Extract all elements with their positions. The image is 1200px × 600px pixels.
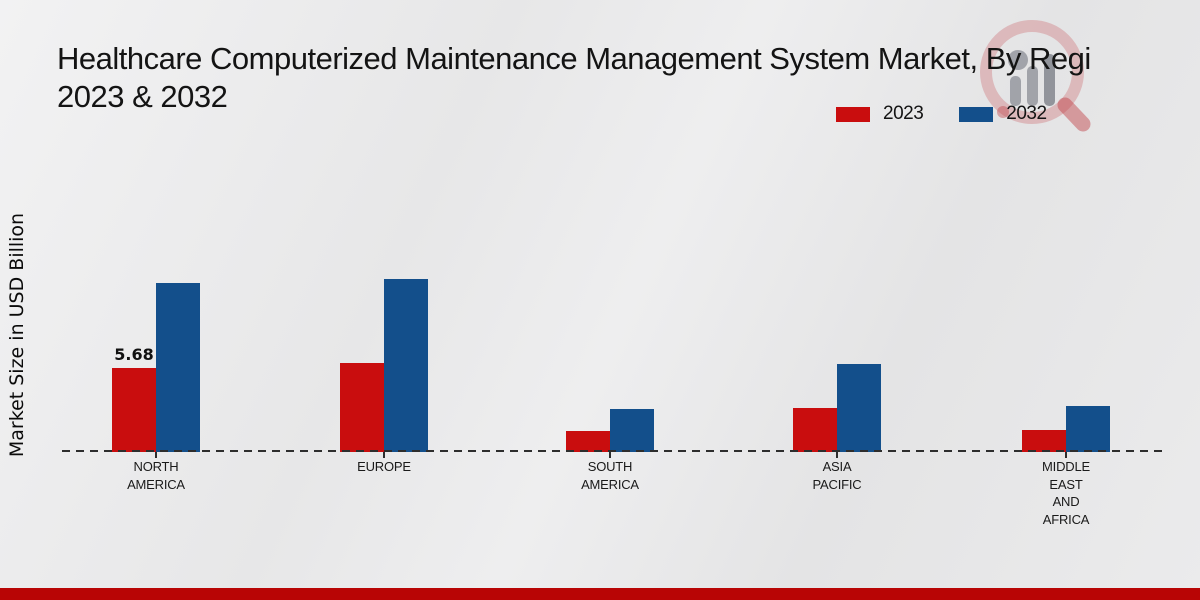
category-label-middle-east-and-africa: MIDDLE EAST AND AFRICA — [1042, 459, 1090, 527]
chart-title-line2: 2023 & 2032 — [57, 79, 228, 114]
legend-label-2023: 2023 — [883, 103, 924, 124]
bar-2032-asia-pacific — [837, 364, 881, 452]
category-label-europe: EUROPE — [357, 459, 411, 474]
axis-tick — [609, 452, 611, 458]
legend-item-2032: 2032 — [959, 103, 1047, 125]
axis-tick — [836, 452, 838, 458]
category-label-asia-pacific: ASIA PACIFIC — [812, 459, 862, 492]
bar-2032-middle-east-and-africa — [1066, 406, 1110, 452]
bar-2023-south-america — [566, 431, 610, 452]
bar-2023-middle-east-and-africa — [1022, 430, 1066, 452]
chart-title: Healthcare Computerized Maintenance Mana… — [57, 40, 1091, 116]
market-research-future-logo-watermark — [980, 20, 1091, 132]
legend-label-2032: 2032 — [1006, 103, 1047, 124]
zero-baseline — [62, 450, 1168, 452]
category-label-north-america: NORTH AMERICA — [127, 459, 185, 492]
bar-value-label: 5.68 — [114, 345, 154, 364]
chart-title-line1: Healthcare Computerized Maintenance Mana… — [57, 41, 1091, 76]
legend: 2023 2032 — [836, 103, 1047, 125]
y-axis-label: Market Size in USD Billion — [6, 212, 28, 458]
bar-2032-south-america — [610, 409, 654, 452]
category-label-south-america: SOUTH AMERICA — [581, 459, 639, 492]
bar-2023-asia-pacific — [793, 408, 837, 452]
axis-tick — [383, 452, 385, 458]
bar-2032-north-america — [156, 283, 200, 452]
bar-2023-north-america — [112, 368, 156, 452]
axis-tick — [1065, 452, 1067, 458]
axis-tick — [155, 452, 157, 458]
legend-swatch-2023 — [836, 106, 870, 122]
legend-item-2023: 2023 — [836, 103, 924, 125]
footer-accent-bar — [0, 588, 1200, 600]
bar-2032-europe — [384, 279, 428, 452]
legend-swatch-2032 — [959, 106, 994, 122]
bar-2023-europe — [340, 363, 384, 452]
